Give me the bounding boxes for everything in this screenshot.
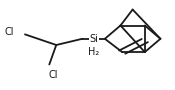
Text: Si: Si: [90, 34, 99, 44]
Text: Cl: Cl: [48, 70, 58, 80]
Text: Cl: Cl: [5, 27, 14, 37]
Text: H₂: H₂: [89, 47, 100, 57]
